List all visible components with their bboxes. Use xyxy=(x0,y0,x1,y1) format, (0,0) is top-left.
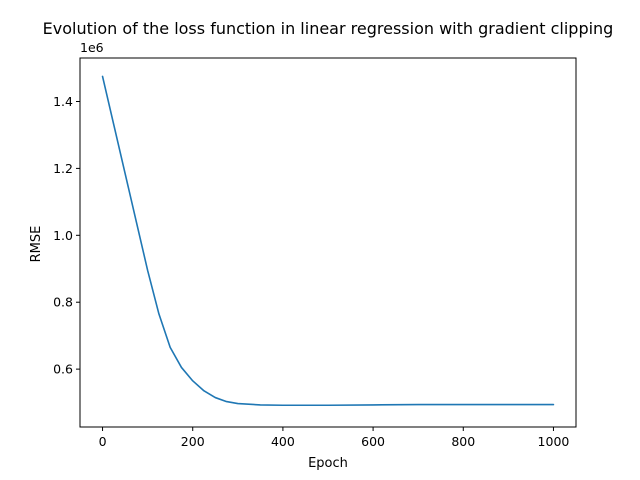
plot-frame xyxy=(79,57,577,428)
x-tick-label: 200 xyxy=(181,434,205,449)
x-tick-label: 400 xyxy=(271,434,295,449)
y-axis-label: RMSE xyxy=(29,226,44,263)
x-tick-label: 600 xyxy=(361,434,385,449)
y-tick-label: 1.0 xyxy=(53,228,73,243)
chart-title: Evolution of the loss function in linear… xyxy=(43,19,614,38)
y-tick-label: 1.4 xyxy=(53,94,73,109)
x-tick-label: 1000 xyxy=(538,434,570,449)
y-axis-ticks: 0.6 0.8 1.0 1.2 1.4 xyxy=(53,94,80,377)
y-tick-label: 0.6 xyxy=(53,362,73,377)
x-axis-label: Epoch xyxy=(308,456,348,471)
y-tick-label: 0.8 xyxy=(53,295,73,310)
x-tick-label: 800 xyxy=(451,434,475,449)
x-axis-ticks: 0 200 400 600 800 1000 xyxy=(99,427,570,449)
y-offset-text: 1e6 xyxy=(80,40,104,55)
x-tick-label: 0 xyxy=(99,434,107,449)
y-tick-label: 1.2 xyxy=(53,161,73,176)
series-layer xyxy=(101,75,555,407)
loss-series-line xyxy=(101,75,555,407)
